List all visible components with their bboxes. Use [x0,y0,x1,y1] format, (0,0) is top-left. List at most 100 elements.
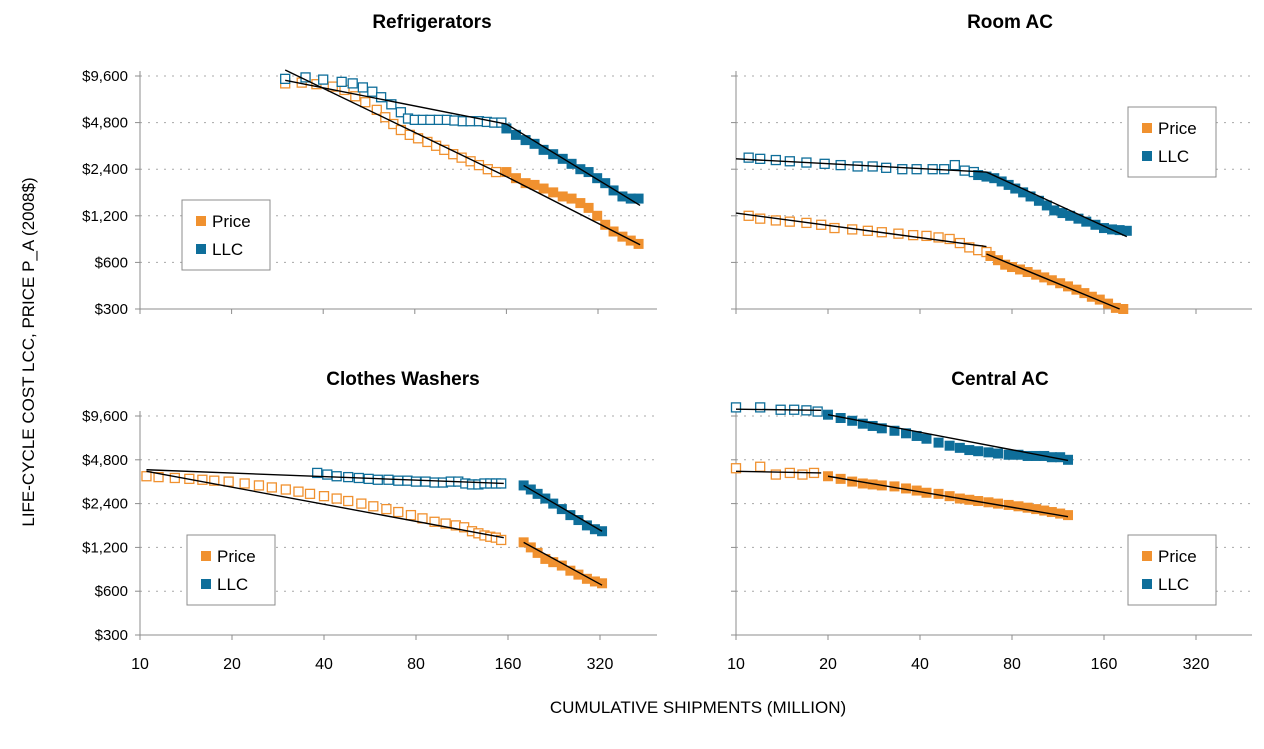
point-open [266,482,277,493]
point-filled [1063,510,1074,521]
point-open [343,495,354,507]
x-tick-label: 40 [315,656,333,673]
point-open [797,469,808,480]
point-filled [847,415,858,426]
legend-label: Price [217,547,256,566]
x-tick-label: 80 [1003,656,1021,673]
point-filled [983,447,994,458]
y-tick-label: $2,400 [82,161,128,178]
x-tick-label: 10 [727,656,745,673]
point-open [280,73,291,85]
trend-line-llc [735,408,822,412]
x-tick-label: 320 [587,656,614,673]
point-filled [1118,304,1129,314]
point-filled [583,202,594,213]
trend-line-price [146,470,504,539]
x-tick-label: 160 [1091,656,1118,673]
point-open [357,82,369,93]
point-open [770,469,781,480]
point-open [375,92,387,103]
legend-label: Price [1158,547,1197,566]
point-open [239,478,250,489]
point-open [429,516,440,527]
panel-refrigerators: Refrigerators $9,600 $4,800 $2,400 $1,200 $60… [82,12,657,318]
x-tick-label: 20 [819,656,837,673]
point-filled [964,445,975,456]
point-open [440,518,451,529]
point-filled [538,183,549,194]
x-tick-label: 20 [223,656,241,673]
legend-label: Price [212,212,251,231]
point-open [944,233,955,245]
point-filled [889,425,900,436]
legend-box [1127,106,1217,178]
point-open [381,503,392,515]
trend-line-llc [285,79,507,125]
legend-swatch-price [1142,551,1152,561]
point-filled [857,478,868,489]
point-filled [1121,225,1132,236]
x-tick-label: 10 [131,656,149,673]
point-open [755,153,766,164]
point-filled [633,193,644,204]
point-open [755,213,766,224]
y-tick-label: $1,200 [82,539,128,556]
point-open [395,107,407,118]
y-tick-label: $1,200 [82,208,128,225]
trend-line-llc [523,484,603,532]
point-open [829,222,840,234]
point-open [331,493,342,504]
point-open [730,402,742,413]
trend-line-llc [986,171,1128,238]
x-axis-label: CUMULATIVE SHIPMENTS (MILLION) [550,698,846,717]
x-tick-label: 40 [911,656,929,673]
legend-swatch-llc [196,244,206,254]
point-filled [1049,205,1060,216]
y-tick-label: $600 [95,583,128,600]
trend-line-price [827,475,1069,518]
point-open [881,162,892,173]
point-open [784,216,795,227]
point-filled [529,179,540,190]
point-open [293,486,304,497]
legend-swatch-price [1142,123,1152,133]
point-open [921,230,932,242]
legend-swatch-llc [1142,151,1152,161]
point-open [322,469,333,480]
panel-title: Refrigerators [372,12,491,33]
point-filled [600,178,611,189]
point-filled [557,191,568,202]
legend-label: LLC [212,240,243,259]
legend-label: LLC [1158,147,1189,166]
point-open [336,76,347,87]
point-filled [1003,499,1014,510]
point-filled [901,428,912,439]
point-open [743,152,754,163]
legend: Price LLC [181,199,271,271]
point-filled [857,418,868,429]
point-open [812,406,823,417]
legend: Price LLC [1127,534,1217,606]
point-open [209,475,220,486]
point-filled [876,423,887,434]
point-open [372,474,383,485]
point-filled [993,448,1004,459]
legend-label: Price [1158,119,1197,138]
trend-line-price [735,470,822,474]
legend-box [1127,534,1217,606]
point-open [318,74,329,85]
legend-label: LLC [1158,575,1189,594]
point-open [402,475,413,486]
point-open [312,467,323,479]
point-filled [592,210,603,221]
series-llc [280,72,644,204]
point-filled [847,476,858,487]
panel-clothes-washers: Clothes Washers $9,600 $4,800 $2,400 $1,200 $… [82,369,657,673]
trend-line-llc [827,414,1069,462]
point-open [908,229,919,241]
panel-room-ac: Room AC Price LLC [731,12,1252,314]
point-filled [608,185,619,196]
panels: Refrigerators $9,600 $4,800 $2,400 $1,200 $60… [82,12,1252,673]
point-open [280,484,291,495]
point-open [304,488,316,500]
